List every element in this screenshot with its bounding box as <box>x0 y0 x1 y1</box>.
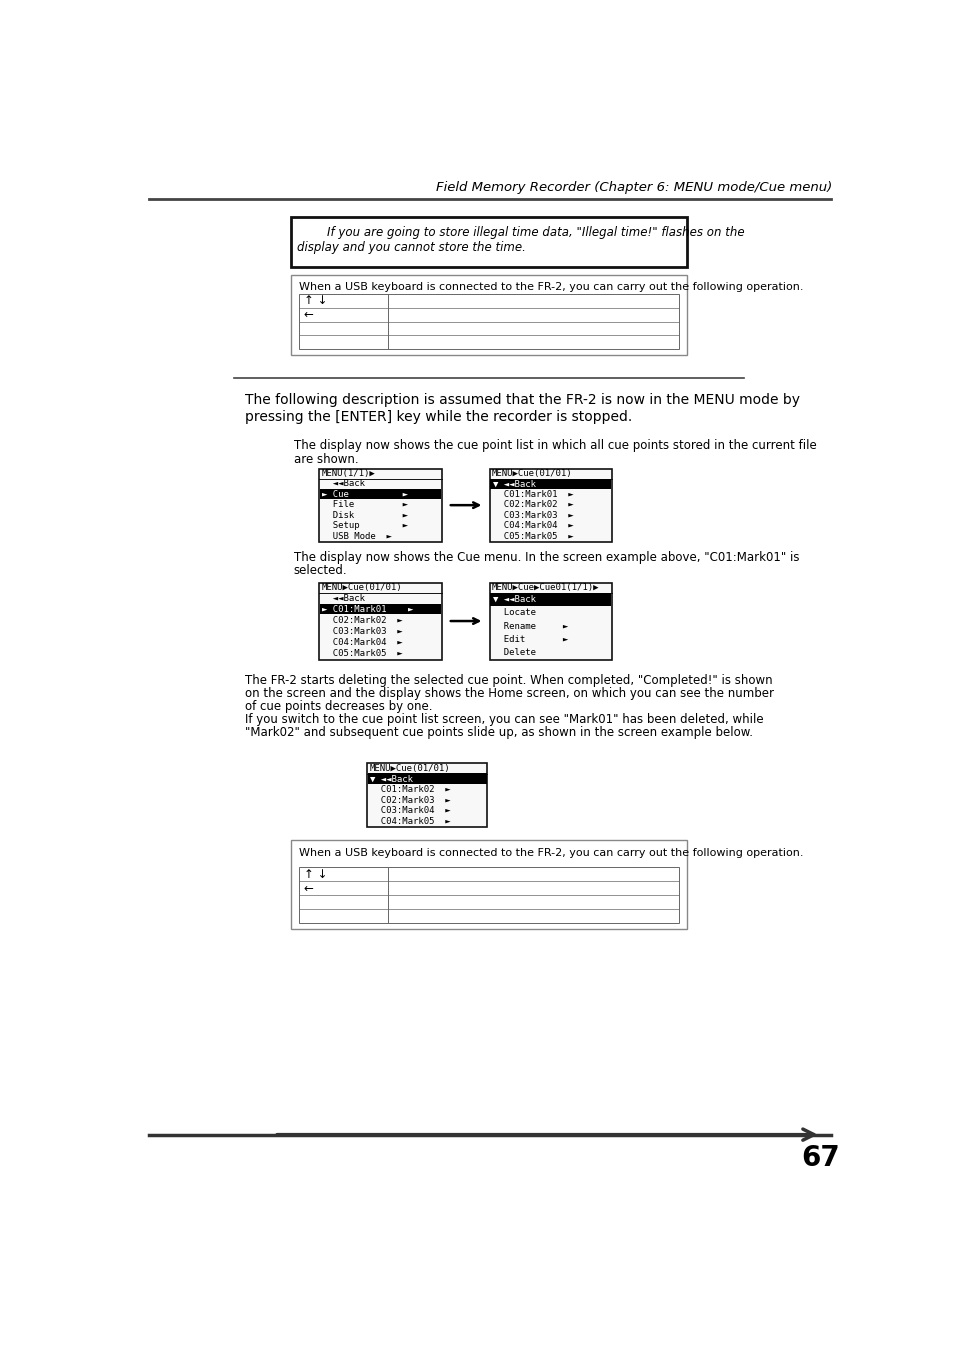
Text: ► C01:Mark01    ►: ► C01:Mark01 ► <box>322 605 414 613</box>
Text: C03:Mark03  ►: C03:Mark03 ► <box>493 511 573 520</box>
Text: C03:Mark03  ►: C03:Mark03 ► <box>322 627 402 636</box>
Bar <box>489 582 612 659</box>
Bar <box>489 469 612 542</box>
Text: File         ►: File ► <box>322 500 408 509</box>
Text: MENU▶Cue(01/01): MENU▶Cue(01/01) <box>369 765 450 773</box>
Text: pressing the [ENTER] key while the recorder is stopped.: pressing the [ENTER] key while the recor… <box>245 409 632 424</box>
Text: Setup        ►: Setup ► <box>322 521 408 531</box>
Text: ► Cue          ►: ► Cue ► <box>322 490 408 499</box>
Bar <box>490 478 611 489</box>
Text: are shown.: are shown. <box>294 453 358 466</box>
Text: selected.: selected. <box>294 565 347 577</box>
Bar <box>291 840 686 929</box>
Text: ↑ ↓: ↑ ↓ <box>303 295 327 307</box>
Bar <box>319 604 440 615</box>
Text: If you are going to store illegal time data, "Illegal time!" flashes on the: If you are going to store illegal time d… <box>297 226 744 239</box>
Text: ◄◄Back: ◄◄Back <box>322 480 365 488</box>
Bar <box>291 274 686 355</box>
Text: The display now shows the cue point list in which all cue points stored in the c: The display now shows the cue point list… <box>294 439 816 453</box>
Text: C01:Mark01  ►: C01:Mark01 ► <box>493 490 573 499</box>
Text: MENU▶Cue(01/01): MENU▶Cue(01/01) <box>492 469 572 478</box>
Text: Field Memory Recorder (Chapter 6: MENU mode/Cue menu): Field Memory Recorder (Chapter 6: MENU m… <box>436 181 831 195</box>
Text: on the screen and the display shows the Home screen, on which you can see the nu: on the screen and the display shows the … <box>245 686 773 700</box>
Text: Edit       ►: Edit ► <box>493 635 567 644</box>
Text: When a USB keyboard is connected to the FR-2, you can carry out the following op: When a USB keyboard is connected to the … <box>298 282 802 292</box>
Bar <box>367 763 487 827</box>
Text: C04:Mark04  ►: C04:Mark04 ► <box>322 638 402 647</box>
Text: When a USB keyboard is connected to the FR-2, you can carry out the following op: When a USB keyboard is connected to the … <box>298 848 802 858</box>
Text: C02:Mark02  ►: C02:Mark02 ► <box>493 500 573 509</box>
Text: ↑ ↓: ↑ ↓ <box>303 867 327 881</box>
Bar <box>368 774 486 784</box>
Text: ←: ← <box>303 308 314 322</box>
Bar <box>490 593 611 605</box>
Text: ▼ ◄◄Back: ▼ ◄◄Back <box>370 774 413 784</box>
Text: C03:Mark04  ►: C03:Mark04 ► <box>370 807 451 815</box>
Text: C04:Mark05  ►: C04:Mark05 ► <box>370 817 451 825</box>
Text: Rename     ►: Rename ► <box>493 621 567 631</box>
Text: C04:Mark04  ►: C04:Mark04 ► <box>493 521 573 531</box>
Text: The display now shows the Cue menu. In the screen example above, "C01:Mark01" is: The display now shows the Cue menu. In t… <box>294 551 799 563</box>
Text: of cue points decreases by one.: of cue points decreases by one. <box>245 700 432 713</box>
Text: C02:Mark02  ►: C02:Mark02 ► <box>322 616 402 626</box>
Text: ◄◄Back: ◄◄Back <box>322 593 365 603</box>
Text: C05:Mark05  ►: C05:Mark05 ► <box>493 532 573 540</box>
Text: MENU▶Cue(01/01): MENU▶Cue(01/01) <box>321 584 402 592</box>
Bar <box>298 293 679 349</box>
Text: 67: 67 <box>801 1144 840 1171</box>
Text: ▼ ◄◄Back: ▼ ◄◄Back <box>493 594 536 604</box>
Text: Delete: Delete <box>493 648 536 658</box>
Text: "Mark02" and subsequent cue points slide up, as shown in the screen example belo: "Mark02" and subsequent cue points slide… <box>245 727 752 739</box>
Text: The following description is assumed that the FR-2 is now in the MENU mode by: The following description is assumed tha… <box>245 393 799 407</box>
Text: MENU(1/1)▶: MENU(1/1)▶ <box>321 469 375 478</box>
Bar <box>291 216 686 267</box>
Text: The FR-2 starts deleting the selected cue point. When completed, "Completed!" is: The FR-2 starts deleting the selected cu… <box>245 674 772 686</box>
Text: MENU▶Cue▶Cue01(1/1)▶: MENU▶Cue▶Cue01(1/1)▶ <box>492 584 598 592</box>
Text: If you switch to the cue point list screen, you can see "Mark01" has been delete: If you switch to the cue point list scre… <box>245 713 762 725</box>
Text: C05:Mark05  ►: C05:Mark05 ► <box>322 650 402 658</box>
Text: USB Mode  ►: USB Mode ► <box>322 532 392 540</box>
Bar <box>298 867 679 923</box>
Text: Locate: Locate <box>493 608 536 617</box>
Text: C01:Mark02  ►: C01:Mark02 ► <box>370 785 451 794</box>
Text: Disk         ►: Disk ► <box>322 511 408 520</box>
Bar <box>319 582 441 659</box>
Text: ←: ← <box>303 882 314 894</box>
Bar <box>319 489 440 500</box>
Text: ▼ ◄◄Back: ▼ ◄◄Back <box>493 480 536 488</box>
Text: display and you cannot store the time.: display and you cannot store the time. <box>297 240 526 254</box>
Text: C02:Mark03  ►: C02:Mark03 ► <box>370 796 451 805</box>
Bar <box>319 469 441 542</box>
